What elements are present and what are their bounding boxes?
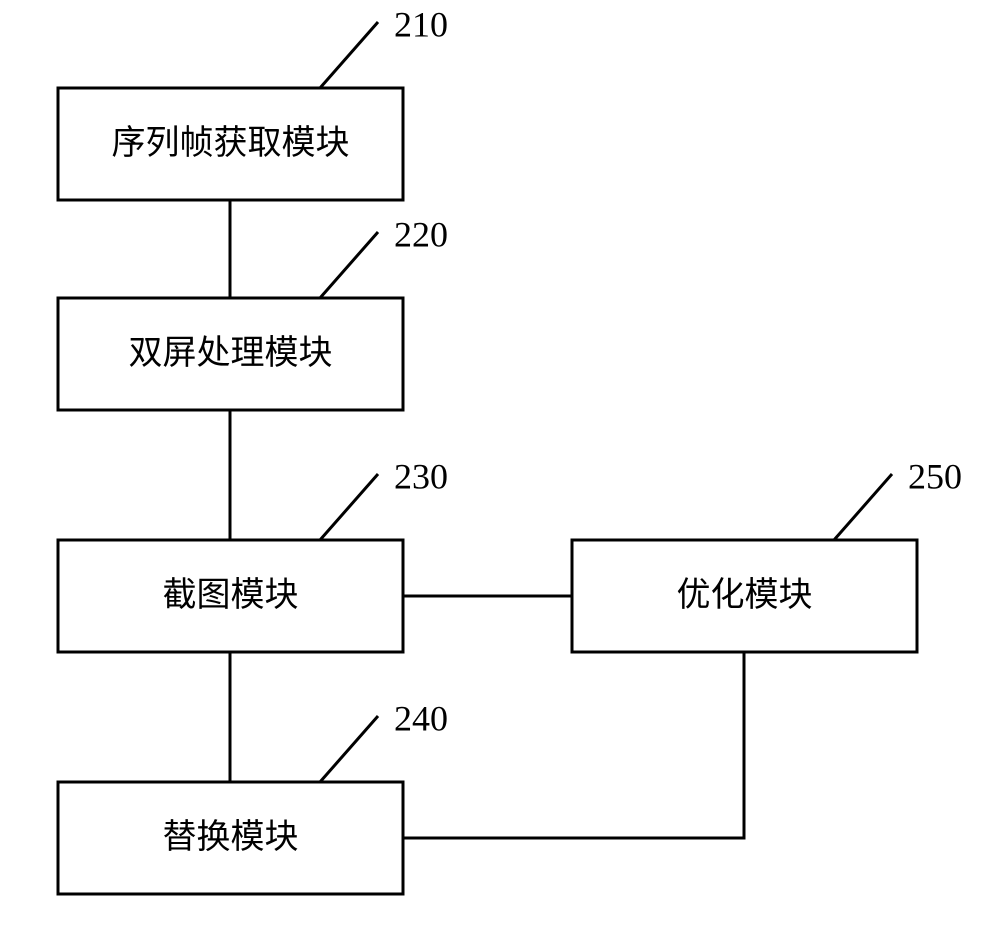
callout-label: 220 — [394, 214, 448, 254]
callout-label: 230 — [394, 456, 448, 496]
callout-tick — [320, 474, 378, 540]
node-n230: 截图模块 230 — [58, 456, 448, 652]
node-label: 双屏处理模块 — [129, 334, 333, 372]
callout-label: 250 — [908, 456, 962, 496]
callout-tick — [320, 232, 378, 298]
callout-tick — [320, 22, 378, 88]
node-n210: 序列帧获取模块 210 — [58, 4, 448, 200]
node-label: 优化模块 — [677, 576, 813, 614]
node-n220: 双屏处理模块 220 — [58, 214, 448, 410]
node-label: 替换模块 — [163, 818, 299, 856]
callout-tick — [834, 474, 892, 540]
node-label: 序列帧获取模块 — [112, 124, 350, 162]
callout-label: 240 — [394, 698, 448, 738]
node-label: 截图模块 — [163, 576, 299, 614]
callout-tick — [320, 716, 378, 782]
callout-label: 210 — [394, 4, 448, 44]
node-n250: 优化模块 250 — [572, 456, 962, 652]
node-n240: 替换模块 240 — [58, 698, 448, 894]
connector-n250-n240 — [403, 652, 744, 838]
flowchart-diagram: 序列帧获取模块 210 双屏处理模块 220 截图模块 230 替换模块 240 优化模块 250 — [0, 0, 1000, 928]
